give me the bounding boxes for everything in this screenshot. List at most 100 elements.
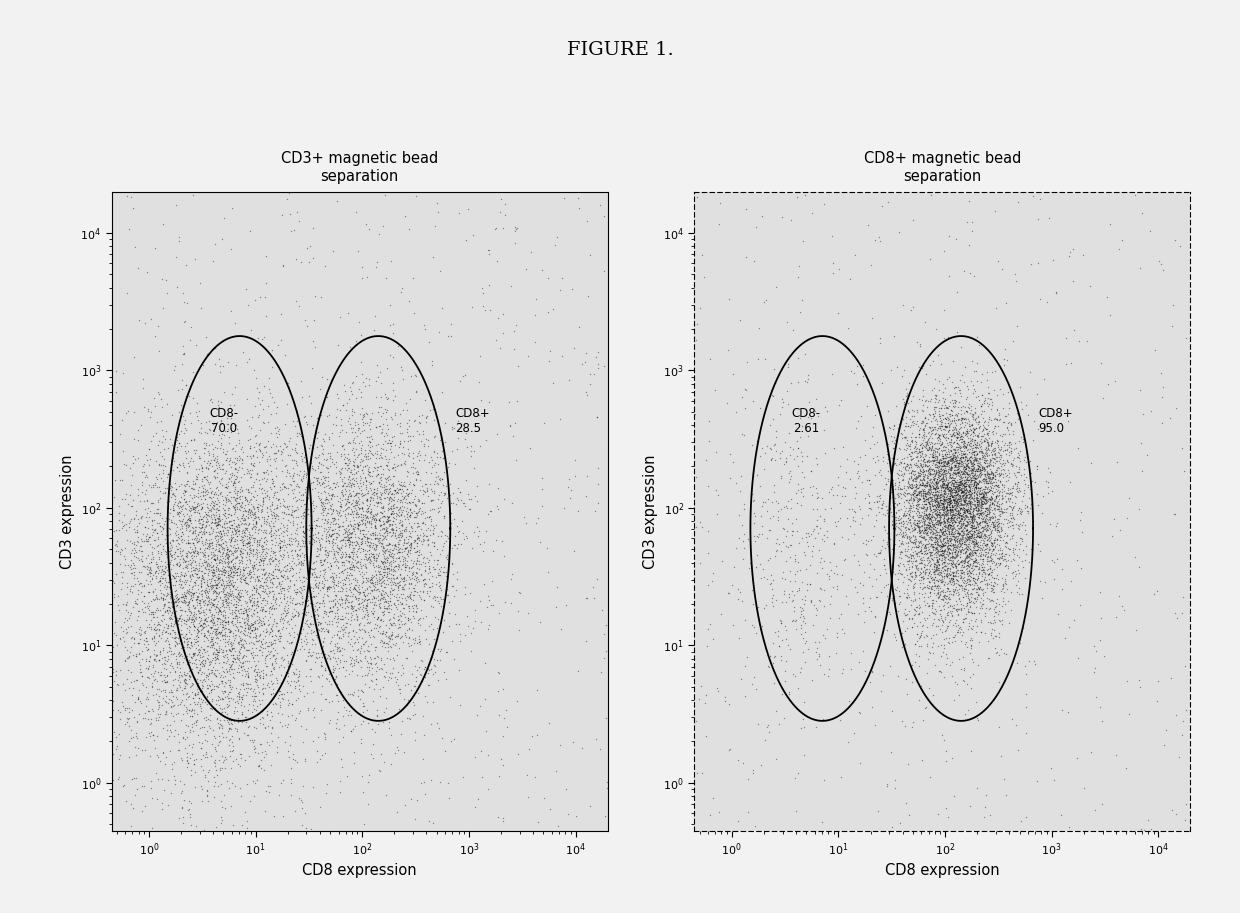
Point bbox=[901, 611, 921, 625]
Point bbox=[947, 522, 967, 537]
Point bbox=[931, 583, 951, 598]
Point bbox=[1038, 475, 1058, 489]
Point bbox=[892, 473, 911, 488]
Point bbox=[175, 677, 195, 691]
Point bbox=[373, 543, 393, 558]
Point bbox=[188, 642, 208, 656]
Point bbox=[952, 498, 972, 512]
Point bbox=[129, 488, 149, 502]
Point bbox=[440, 317, 460, 331]
Point bbox=[175, 552, 195, 567]
Point bbox=[947, 572, 967, 587]
Point bbox=[433, 437, 453, 452]
Point bbox=[221, 554, 241, 569]
Point bbox=[467, 792, 487, 806]
Point bbox=[273, 773, 293, 788]
Point bbox=[182, 702, 202, 717]
Point bbox=[884, 446, 904, 460]
Point bbox=[365, 530, 384, 545]
Point bbox=[289, 666, 309, 681]
Point bbox=[222, 642, 242, 656]
Point bbox=[160, 502, 180, 517]
Point bbox=[908, 488, 928, 502]
Point bbox=[336, 395, 356, 410]
Point bbox=[197, 508, 217, 522]
Point bbox=[269, 421, 289, 436]
Point bbox=[381, 593, 401, 608]
Point bbox=[968, 409, 988, 424]
Point bbox=[764, 649, 784, 664]
Point bbox=[940, 496, 960, 510]
Point bbox=[494, 307, 513, 321]
Point bbox=[945, 582, 965, 596]
Point bbox=[357, 473, 377, 488]
Point bbox=[232, 453, 252, 467]
Point bbox=[966, 489, 986, 504]
Point bbox=[967, 456, 987, 470]
Point bbox=[216, 662, 236, 677]
Point bbox=[419, 583, 439, 598]
Point bbox=[203, 679, 223, 694]
Point bbox=[970, 517, 990, 531]
Point bbox=[238, 602, 258, 616]
Point bbox=[309, 519, 329, 533]
Point bbox=[978, 425, 998, 440]
Point bbox=[237, 606, 257, 621]
Point bbox=[992, 505, 1012, 519]
Point bbox=[144, 610, 164, 624]
Point bbox=[987, 531, 1007, 546]
Point bbox=[960, 469, 980, 484]
Point bbox=[221, 666, 241, 681]
Point bbox=[239, 564, 259, 579]
Point bbox=[975, 549, 994, 563]
Point bbox=[329, 464, 348, 478]
Point bbox=[124, 522, 144, 537]
Point bbox=[167, 536, 187, 551]
Point bbox=[231, 677, 250, 692]
Point bbox=[167, 533, 187, 548]
Point bbox=[181, 564, 201, 579]
Point bbox=[942, 655, 962, 669]
Point bbox=[227, 453, 247, 467]
Point bbox=[998, 436, 1018, 451]
Point bbox=[932, 544, 952, 559]
Point bbox=[186, 718, 206, 732]
Point bbox=[321, 543, 341, 558]
Point bbox=[221, 528, 241, 542]
Point bbox=[239, 438, 259, 453]
Point bbox=[166, 569, 186, 583]
Point bbox=[926, 479, 946, 494]
Point bbox=[223, 714, 243, 729]
Point bbox=[981, 492, 1001, 507]
Point bbox=[934, 498, 954, 512]
Point bbox=[326, 553, 346, 568]
Point bbox=[931, 516, 951, 530]
Point bbox=[980, 549, 999, 563]
Point bbox=[932, 561, 952, 575]
Point bbox=[947, 514, 967, 529]
Point bbox=[914, 557, 934, 572]
Point bbox=[1006, 569, 1025, 583]
Point bbox=[992, 616, 1012, 631]
Point bbox=[949, 456, 968, 471]
Point bbox=[869, 489, 889, 504]
Point bbox=[923, 456, 942, 470]
Point bbox=[143, 572, 162, 587]
Point bbox=[227, 529, 247, 543]
Point bbox=[241, 682, 260, 697]
Point bbox=[942, 668, 962, 683]
Point bbox=[373, 635, 393, 650]
Point bbox=[253, 663, 273, 677]
Point bbox=[982, 562, 1002, 577]
Point bbox=[923, 436, 942, 450]
Point bbox=[744, 506, 764, 520]
Point bbox=[223, 564, 243, 579]
Point bbox=[934, 480, 954, 495]
Point bbox=[991, 547, 1011, 561]
Point bbox=[288, 446, 308, 460]
Point bbox=[335, 461, 355, 476]
Point bbox=[181, 451, 201, 466]
Point bbox=[930, 509, 950, 523]
Point bbox=[940, 541, 960, 556]
Point bbox=[996, 646, 1016, 661]
